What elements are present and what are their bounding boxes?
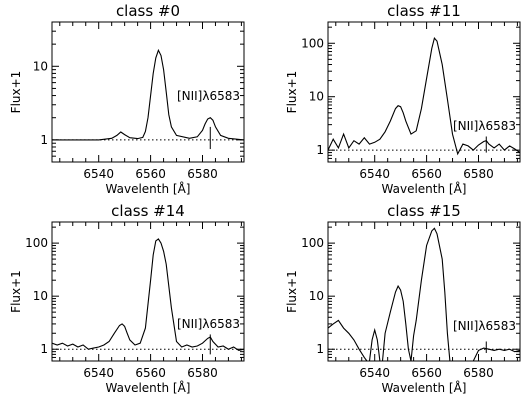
y-tick-label: 1 (40, 133, 48, 147)
y-axis-label: Flux+1 (285, 71, 299, 114)
y-tick-label: 100 (25, 236, 48, 250)
x-tick-label: 6540 (83, 366, 114, 380)
panel-title: class #0 (116, 2, 180, 20)
x-tick-label: 6560 (411, 366, 442, 380)
x-tick-label: 6580 (463, 167, 494, 181)
x-tick-label: 6540 (359, 366, 390, 380)
series-line (52, 48, 244, 141)
panel-3: class #15 6540 6560 6580 1 10 100 Wavelenth [Å]… (285, 202, 521, 395)
x-axis-label: Wavelenth [Å] (382, 380, 467, 395)
plot-frame (51, 21, 245, 163)
y-tick-label: 1 (316, 143, 324, 157)
y-tick-label: 10 (33, 59, 48, 73)
nii-annotation: [NII]λ6583 (453, 119, 516, 133)
x-axis-label: Wavelenth [Å] (106, 380, 191, 395)
y-tick-label: 100 (301, 236, 324, 250)
x-tick-label: 6540 (83, 167, 114, 181)
x-axis-label: Wavelenth [Å] (382, 181, 467, 196)
x-tick-label: 6540 (359, 167, 390, 181)
series-line (328, 227, 520, 361)
y-axis-label: Flux+1 (9, 71, 23, 114)
nii-annotation: [NII]λ6583 (453, 319, 516, 333)
y-axis-label: Flux+1 (9, 270, 23, 313)
x-tick-label: 6580 (463, 366, 494, 380)
panel-0: class #0 6540 6560 6580 1 10 Wavelenth [Å] Flux… (9, 2, 245, 196)
x-tick-label: 6560 (411, 167, 442, 181)
panel-title: class #14 (111, 202, 185, 220)
x-tick-label: 6560 (135, 167, 166, 181)
y-tick-label: 10 (309, 289, 324, 303)
y-tick-label: 1 (316, 342, 324, 356)
panel-title: class #15 (387, 202, 461, 220)
nii-annotation: [NII]λ6583 (177, 89, 240, 103)
x-tick-label: 6560 (135, 366, 166, 380)
series-line (52, 238, 244, 351)
y-tick-label: 10 (33, 289, 48, 303)
panel-1: class #11 6540 6560 6580 1 10 100 Wavelenth [Å]… (285, 2, 521, 196)
plot-frame (51, 221, 245, 362)
y-tick-label: 1 (40, 342, 48, 356)
y-axis-label: Flux+1 (285, 270, 299, 313)
x-axis-label: Wavelenth [Å] (106, 181, 191, 196)
x-tick-label: 6580 (187, 366, 218, 380)
plot-frame (327, 21, 521, 163)
plot-frame (327, 221, 521, 362)
x-tick-label: 6580 (187, 167, 218, 181)
panel-2: class #14 6540 6560 6580 1 10 100 Wavelenth [Å]… (9, 202, 245, 395)
series-line (328, 36, 520, 156)
nii-annotation: [NII]λ6583 (177, 317, 240, 331)
panel-title: class #11 (387, 2, 461, 20)
y-tick-label: 100 (301, 36, 324, 50)
y-tick-label: 10 (309, 90, 324, 104)
